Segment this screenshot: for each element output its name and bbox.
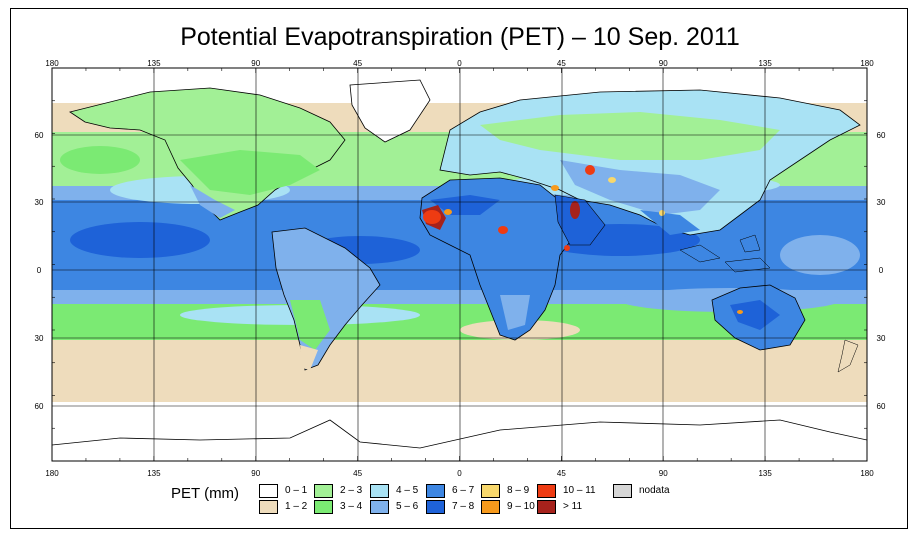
lon-tick-label: 45: [557, 59, 566, 68]
legend-label: 10 – 11: [563, 485, 596, 496]
right-lat-labels: 60 30 0 30 60: [877, 131, 886, 411]
left-lat-labels: 60 30 0 30 60: [35, 131, 44, 411]
lon-tick-label: 90: [659, 59, 668, 68]
lon-tick-label: 180: [45, 59, 59, 68]
legend-label: 0 – 1: [285, 485, 308, 496]
lon-tick-label: 180: [860, 59, 874, 68]
lon-tick-label: 0: [457, 59, 462, 68]
lon-tick-label: 90: [251, 59, 260, 68]
legend-swatch: [537, 500, 556, 514]
axis-minor-ticks: [51, 67, 868, 462]
lon-tick-label: 0: [457, 469, 462, 478]
hotspot: [570, 201, 580, 219]
patch: [70, 222, 210, 258]
band-south-1-2: [52, 330, 867, 402]
lon-tick-label: 180: [860, 469, 874, 478]
lon-tick-label: 135: [758, 469, 772, 478]
lon-tick-label: 45: [353, 59, 362, 68]
patch: [60, 146, 140, 174]
legend-swatch: [537, 484, 556, 498]
lat-tick-label: 60: [877, 402, 886, 411]
new-zealand: [837, 339, 859, 373]
hotspot: [551, 185, 559, 191]
legend-swatch: [613, 484, 632, 498]
legend-swatch: [259, 500, 278, 514]
legend-label: 7 – 8: [452, 501, 475, 512]
greenland: [349, 79, 431, 143]
hotspot: [585, 165, 595, 175]
lat-tick-label: 0: [37, 266, 42, 275]
hotspot: [608, 177, 616, 183]
legend-swatch: [314, 484, 333, 498]
lat-tick-label: 60: [35, 402, 44, 411]
legend-label: 3 – 4: [340, 501, 363, 512]
hotspot: [444, 209, 452, 215]
africa: [419, 177, 576, 341]
legend-label: 5 – 6: [396, 501, 419, 512]
legend-swatch: [481, 484, 500, 498]
legend-label: 1 – 2: [285, 501, 308, 512]
lon-tick-label: 90: [251, 469, 260, 478]
legend-swatch: [481, 500, 500, 514]
legend-label: 2 – 3: [340, 485, 363, 496]
legend-swatch: [259, 484, 278, 498]
lon-tick-label: 135: [758, 59, 772, 68]
lat-tick-label: 60: [877, 131, 886, 140]
legend-swatch: [370, 484, 389, 498]
lon-tick-label: 45: [353, 469, 362, 478]
map-title: Potential Evapotranspiration (PET) – 10 …: [180, 23, 740, 51]
arabia: [554, 194, 606, 246]
patch: [780, 235, 860, 275]
lat-tick-label: 30: [877, 198, 886, 207]
legend-swatch: [314, 500, 333, 514]
legend-label: 4 – 5: [396, 485, 419, 496]
bottom-lon-labels: 180 135 90 45 0 45 90 135 180: [45, 469, 874, 478]
legend-label: nodata: [639, 485, 670, 496]
legend-label: 8 – 9: [507, 485, 530, 496]
hotspot: [659, 210, 665, 216]
graticule: [52, 68, 867, 461]
lon-tick-label: 45: [557, 469, 566, 478]
lon-tick-label: 135: [147, 59, 161, 68]
lat-tick-label: 30: [35, 334, 44, 343]
legend-swatch: [370, 500, 389, 514]
lon-tick-label: 90: [659, 469, 668, 478]
legend-label: 6 – 7: [452, 485, 475, 496]
lon-tick-label: 180: [45, 469, 59, 478]
legend-label: 9 – 10: [507, 501, 535, 512]
lat-tick-label: 30: [35, 198, 44, 207]
lon-tick-label: 135: [147, 469, 161, 478]
top-lon-labels: 180 135 90 45 0 45 90 135 180: [45, 59, 874, 68]
lat-tick-label: 60: [35, 131, 44, 140]
sea-islands: [679, 234, 771, 273]
hotspot: [498, 226, 508, 234]
figure-frame: [10, 8, 908, 529]
legend-label: > 11: [563, 501, 582, 512]
legend-swatch: [426, 484, 445, 498]
hotspot: [564, 245, 570, 251]
legend-swatch: [426, 500, 445, 514]
legend-title: PET (mm): [171, 485, 240, 502]
hotspot: [423, 210, 441, 224]
lat-tick-label: 30: [877, 334, 886, 343]
lat-tick-label: 0: [879, 266, 884, 275]
hotspot: [737, 310, 743, 314]
